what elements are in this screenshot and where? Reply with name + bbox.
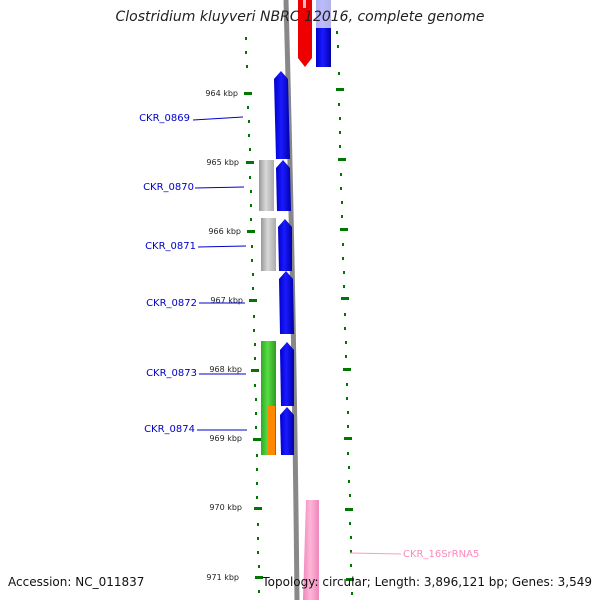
ruler-label-970: 970 kbp bbox=[209, 503, 242, 512]
genome-stats-text: Topology: circular; Length: 3,896,121 bp… bbox=[262, 575, 592, 589]
feature-gray-2[interactable] bbox=[261, 218, 276, 271]
ruler-label-968: 968 kbp bbox=[209, 365, 242, 374]
feature-blue-top[interactable] bbox=[316, 0, 331, 67]
gene-label-ckr-0874[interactable]: CKR_0874 bbox=[144, 424, 195, 435]
cds-arrow-ckr-0874[interactable] bbox=[280, 407, 294, 455]
feature-gray-1[interactable] bbox=[259, 160, 274, 211]
feature-rrna[interactable] bbox=[303, 500, 319, 600]
cds-arrow-ckr-0873[interactable] bbox=[280, 342, 294, 406]
ruler-label-967: 967 kbp bbox=[210, 296, 243, 305]
accession-text: Accession: NC_011837 bbox=[8, 575, 145, 589]
cds-arrow-ckr-0870[interactable] bbox=[276, 160, 291, 211]
cds-arrow-ckr-0872[interactable] bbox=[279, 271, 294, 334]
gene-label-ckr-0870[interactable]: CKR_0870 bbox=[143, 182, 194, 193]
gene-label-ckr-0871[interactable]: CKR_0871 bbox=[145, 241, 196, 252]
cds-arrow-ckr-0869[interactable] bbox=[274, 71, 290, 159]
ruler-major-ticks-right bbox=[336, 88, 354, 581]
ruler-label-965: 965 kbp bbox=[206, 158, 239, 167]
feature-red[interactable] bbox=[298, 0, 312, 67]
gene-label-ckr-0872[interactable]: CKR_0872 bbox=[146, 298, 197, 309]
map-title: Clostridium kluyveri NBRC 12016, complet… bbox=[115, 9, 485, 25]
gene-label-ckr-0869[interactable]: CKR_0869 bbox=[139, 113, 190, 124]
ruler-label-964: 964 kbp bbox=[205, 89, 238, 98]
ruler-labels: 964 kbp 965 kbp 966 kbp 967 kbp 968 kbp … bbox=[205, 89, 243, 582]
ruler-label-971: 971 kbp bbox=[206, 573, 239, 582]
ruler-label-969: 969 kbp bbox=[209, 434, 242, 443]
gene-label-ckr-0873[interactable]: CKR_0873 bbox=[146, 368, 197, 379]
ruler-major-ticks-left bbox=[244, 92, 263, 579]
cds-arrow-ckr-0871[interactable] bbox=[278, 219, 292, 271]
rrna-label[interactable]: CKR_16SrRNA5 bbox=[403, 549, 479, 560]
track-guide-right bbox=[336, 31, 353, 595]
ruler-label-966: 966 kbp bbox=[208, 227, 241, 236]
feature-orange[interactable] bbox=[268, 406, 275, 455]
gene-label-connectors bbox=[192, 116, 247, 431]
track-guide-left bbox=[245, 37, 260, 593]
rrna-label-connector bbox=[349, 552, 402, 555]
